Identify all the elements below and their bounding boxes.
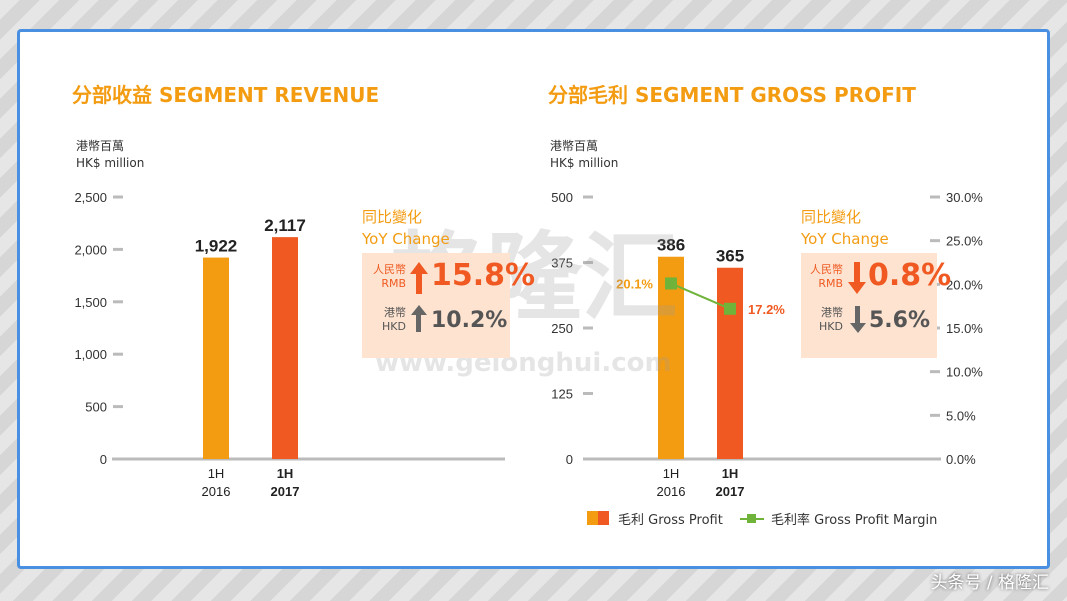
revenue-yoy-title-en: YoY Change [362,230,450,248]
gross-y2-tick-label: 30.0% [946,190,983,205]
gross-margin-point [724,302,736,315]
gross-y2-tick-label: 15.0% [946,321,983,336]
revenue-yoy-box [362,253,510,358]
legend-gross-profit-label: 毛利 Gross Profit [618,513,723,528]
gross-profit-value-label: 365 [716,247,744,266]
legend-margin-label: 毛利率 Gross Profit Margin [771,513,938,528]
revenue-y-tick-label: 1,500 [74,295,107,310]
gross-unit-en: HK$ million [550,156,619,170]
gross-hkd-label: 港幣 HKD [803,306,843,334]
revenue-y-tick-label: 2,000 [74,242,107,257]
gross-rmb-label: 人民幣 RMB [803,263,843,291]
revenue-hkd-value: 10.2% [431,308,508,333]
gross-yoy-box [801,253,937,358]
revenue-bar-value-label: 1,922 [195,237,238,256]
revenue-yoy-title: 同比變化 YoY Change [362,206,450,250]
legend-margin-marker [747,514,756,523]
footer-source: 头条号 / 格隆汇 [930,573,1049,593]
gross-x-tick-label: 1H [722,466,739,481]
revenue-y-tick-label: 500 [85,400,107,415]
revenue-rmb-label: 人民幣 RMB [366,263,406,291]
gross-x-tick-label: 2017 [716,484,745,499]
revenue-x-tick-label: 2017 [271,484,300,499]
revenue-x-tick-label: 2016 [202,484,231,499]
gross-hkd-down-arrow-icon [850,306,866,333]
gross-y-tick-label: 375 [551,256,573,271]
gross-yoy-title: 同比變化 YoY Change [801,206,889,250]
revenue-unit: 港幣百萬 HK$ million [76,138,144,172]
revenue-y-tick-label: 2,500 [74,190,107,205]
revenue-x-tick-label: 1H [208,466,225,481]
gross-y-tick-label: 0 [566,452,573,467]
gross-hkd-cn: 港幣 [821,306,843,319]
gross-y-tick-label: 250 [551,321,573,336]
gross-y2-tick-label: 10.0% [946,365,983,380]
gross-unit-cn: 港幣百萬 [550,139,599,153]
gross-x-tick-label: 2016 [657,484,686,499]
revenue-bar-value-label: 2,117 [264,216,306,235]
gross-margin-line [670,282,731,310]
gross-hkd-en: HKD [819,320,843,333]
revenue-bar [203,257,229,459]
gross-y-tick-label: 125 [551,387,573,402]
legend-gross-profit-swatch [587,511,609,525]
revenue-bar [272,237,298,459]
revenue-hkd-up-arrow-icon [411,305,427,332]
revenue-hkd-label: 港幣 HKD [366,306,406,334]
gross-yoy-title-cn: 同比變化 [801,208,862,226]
revenue-rmb-en: RMB [381,277,406,290]
gross-profit-chart-title: 分部毛利 SEGMENT GROSS PROFIT [548,83,916,107]
gross-x-tick-label: 1H [663,466,680,481]
revenue-rmb-up-arrow-icon [410,262,428,294]
gross-rmb-en: RMB [818,277,843,290]
revenue-y-tick-label: 0 [100,452,107,467]
gross-y2-tick-label: 5.0% [946,408,976,423]
gross-y2-tick-label: 25.0% [946,234,983,249]
revenue-unit-cn: 港幣百萬 [76,139,125,153]
gross-profit-bar [658,256,684,459]
gross-margin-label: 17.2% [748,302,785,317]
gross-rmb-value: 0.8% [868,258,952,293]
gross-profit-value-label: 386 [657,236,685,255]
revenue-rmb-value: 15.8% [431,258,536,293]
gross-profit-bar [717,267,743,459]
revenue-chart-title: 分部收益 SEGMENT REVENUE [72,83,380,107]
gross-y2-tick-label: 20.0% [946,277,983,292]
gross-rmb-cn: 人民幣 [810,263,843,276]
gross-margin-label: 20.1% [616,276,653,291]
revenue-hkd-cn: 港幣 [384,306,406,319]
gross-hkd-value: 5.6% [869,308,931,333]
gross-y2-tick-label: 0.0% [946,452,976,467]
gross-margin-point [665,277,677,290]
gross-rmb-down-arrow-icon [848,262,866,294]
gross-y-tick-label: 500 [551,190,573,205]
gross-unit: 港幣百萬 HK$ million [550,138,618,172]
revenue-yoy-title-cn: 同比變化 [362,208,423,226]
revenue-y-tick-label: 1,000 [74,347,107,362]
revenue-x-tick-label: 1H [277,466,294,481]
revenue-unit-en: HK$ million [76,156,145,170]
gross-yoy-title-en: YoY Change [801,230,889,248]
revenue-hkd-en: HKD [382,320,406,333]
revenue-rmb-cn: 人民幣 [373,263,406,276]
